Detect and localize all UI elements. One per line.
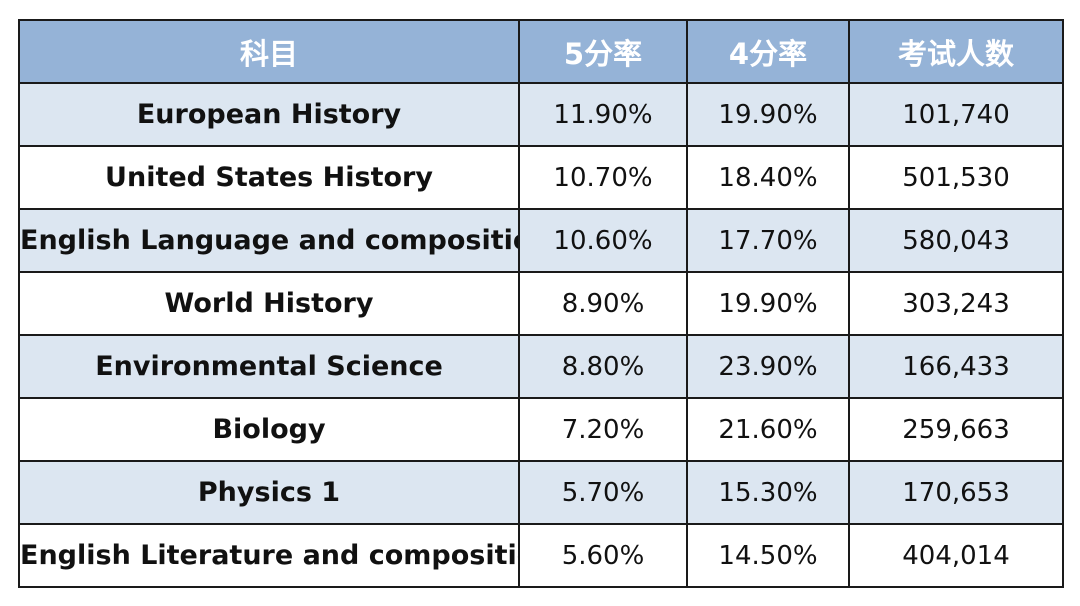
score5-rate-cell: 10.60% — [518, 208, 688, 273]
score4-rate-cell: 17.70% — [686, 208, 850, 273]
table-header: 科目 5分率 4分率 考试人数 — [18, 19, 1064, 84]
score5-rate-cell: 5.60% — [518, 523, 688, 588]
table-row: United States History 10.70% 18.40% 501,… — [18, 145, 1064, 210]
score4-rate-cell: 23.90% — [686, 334, 850, 399]
score4-rate-cell: 19.90% — [686, 271, 850, 336]
subject-cell: English Literature and composition — [18, 523, 520, 588]
test-takers-cell: 170,653 — [848, 460, 1064, 525]
score5-rate-cell: 5.70% — [518, 460, 688, 525]
subject-cell: World History — [18, 271, 520, 336]
header-score5-rate: 5分率 — [518, 19, 688, 84]
ap-score-table-container: 科目 5分率 4分率 考试人数 European History 11.90% … — [18, 19, 1064, 588]
test-takers-cell: 166,433 — [848, 334, 1064, 399]
subject-cell: European History — [18, 82, 520, 147]
table-row: Physics 1 5.70% 15.30% 170,653 — [18, 460, 1064, 525]
score5-rate-cell: 8.80% — [518, 334, 688, 399]
table-row: Biology 7.20% 21.60% 259,663 — [18, 397, 1064, 462]
subject-cell: English Language and composition — [18, 208, 520, 273]
test-takers-cell: 303,243 — [848, 271, 1064, 336]
ap-score-table: 科目 5分率 4分率 考试人数 European History 11.90% … — [18, 19, 1064, 588]
table-row: World History 8.90% 19.90% 303,243 — [18, 271, 1064, 336]
score4-rate-cell: 19.90% — [686, 82, 850, 147]
score5-rate-cell: 10.70% — [518, 145, 688, 210]
header-score4-rate: 4分率 — [686, 19, 850, 84]
table-body: European History 11.90% 19.90% 101,740 U… — [18, 82, 1064, 588]
header-subject: 科目 — [18, 19, 520, 84]
table-row: English Language and composition 10.60% … — [18, 208, 1064, 273]
score4-rate-cell: 15.30% — [686, 460, 850, 525]
table-row: Environmental Science 8.80% 23.90% 166,4… — [18, 334, 1064, 399]
table-row: European History 11.90% 19.90% 101,740 — [18, 82, 1064, 147]
subject-cell: Environmental Science — [18, 334, 520, 399]
score5-rate-cell: 8.90% — [518, 271, 688, 336]
test-takers-cell: 259,663 — [848, 397, 1064, 462]
score4-rate-cell: 14.50% — [686, 523, 850, 588]
score4-rate-cell: 18.40% — [686, 145, 850, 210]
score5-rate-cell: 7.20% — [518, 397, 688, 462]
table-row: English Literature and composition 5.60%… — [18, 523, 1064, 588]
test-takers-cell: 101,740 — [848, 82, 1064, 147]
test-takers-cell: 501,530 — [848, 145, 1064, 210]
test-takers-cell: 404,014 — [848, 523, 1064, 588]
subject-cell: United States History — [18, 145, 520, 210]
subject-cell: Biology — [18, 397, 520, 462]
test-takers-cell: 580,043 — [848, 208, 1064, 273]
subject-cell: Physics 1 — [18, 460, 520, 525]
header-test-takers: 考试人数 — [848, 19, 1064, 84]
score5-rate-cell: 11.90% — [518, 82, 688, 147]
header-row: 科目 5分率 4分率 考试人数 — [18, 19, 1064, 84]
score4-rate-cell: 21.60% — [686, 397, 850, 462]
